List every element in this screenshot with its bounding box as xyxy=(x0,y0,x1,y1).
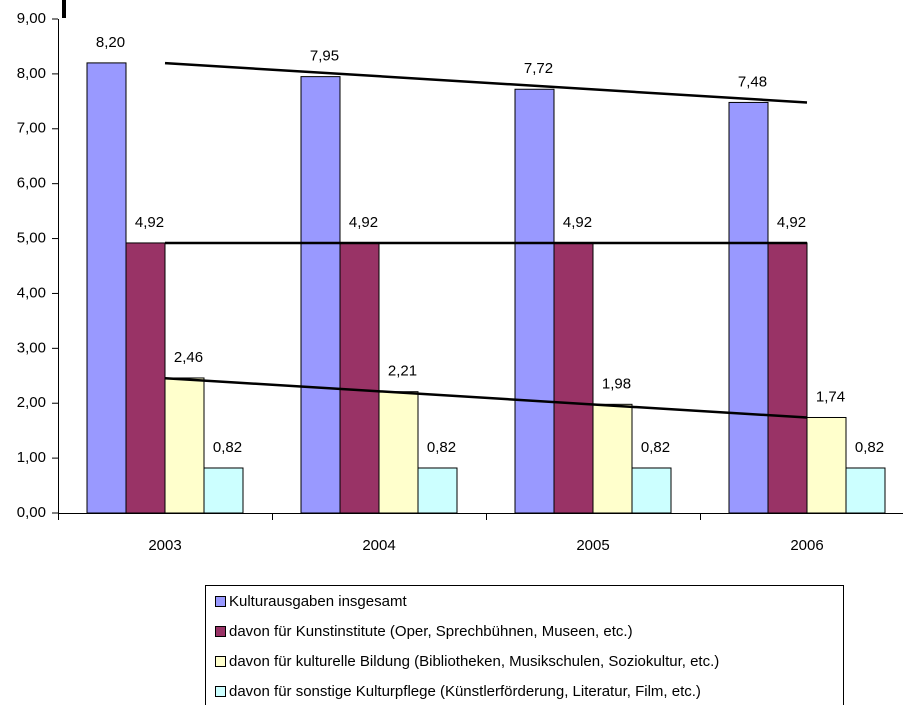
value-label: 0,82 xyxy=(855,439,884,456)
legend-label: davon für Kunstinstitute (Oper, Sprechbü… xyxy=(229,623,633,640)
y-tick-label: 3,00 xyxy=(17,339,46,356)
bar xyxy=(300,76,341,514)
bar xyxy=(767,242,808,514)
value-label: 2,21 xyxy=(388,363,417,380)
legend-swatch xyxy=(215,656,226,667)
bar xyxy=(86,62,127,514)
x-tick-label: 2004 xyxy=(362,537,395,554)
value-label: 0,82 xyxy=(427,439,456,456)
bar xyxy=(417,467,458,514)
y-tick-label: 0,00 xyxy=(17,504,46,521)
value-label: 4,92 xyxy=(135,214,164,231)
bar xyxy=(553,242,594,514)
value-label: 4,92 xyxy=(777,214,806,231)
value-label: 0,82 xyxy=(213,439,242,456)
legend-label: Kulturausgaben insgesamt xyxy=(229,593,407,610)
trendline xyxy=(164,376,808,419)
value-label: 1,98 xyxy=(602,375,631,392)
value-label: 7,48 xyxy=(738,73,767,90)
artifact xyxy=(62,0,66,18)
bar xyxy=(592,403,633,514)
bar xyxy=(631,467,672,514)
bar xyxy=(164,377,205,514)
y-tick-label: 9,00 xyxy=(17,10,46,27)
legend-label: davon für sonstige Kulturpflege (Künstle… xyxy=(229,683,701,700)
bar xyxy=(806,416,847,514)
y-tick-label: 4,00 xyxy=(17,284,46,301)
y-tick-label: 5,00 xyxy=(17,230,46,247)
value-label: 4,92 xyxy=(349,214,378,231)
y-tick-label: 7,00 xyxy=(17,120,46,137)
legend-swatch xyxy=(215,626,226,637)
bar xyxy=(378,391,419,514)
y-tick-label: 6,00 xyxy=(17,175,46,192)
value-label: 7,95 xyxy=(310,48,339,65)
trendline xyxy=(164,61,808,104)
value-label: 1,74 xyxy=(816,388,845,405)
x-tick-label: 2006 xyxy=(790,537,823,554)
value-label: 7,72 xyxy=(524,60,553,77)
y-tick-label: 2,00 xyxy=(17,394,46,411)
legend-swatch xyxy=(215,686,226,697)
x-tick-label: 2005 xyxy=(576,537,609,554)
legend-swatch xyxy=(215,596,226,607)
bar xyxy=(728,101,769,514)
bar xyxy=(845,467,886,514)
value-label: 0,82 xyxy=(641,439,670,456)
x-tick-label: 2003 xyxy=(148,537,181,554)
legend-label: davon für kulturelle Bildung (Bibliothek… xyxy=(229,653,719,670)
value-label: 4,92 xyxy=(563,214,592,231)
y-tick-label: 8,00 xyxy=(17,65,46,82)
value-label: 8,20 xyxy=(96,34,125,51)
bar xyxy=(203,467,244,514)
bar xyxy=(125,242,166,514)
y-tick-label: 1,00 xyxy=(17,449,46,466)
legend-box xyxy=(205,585,844,705)
bar xyxy=(514,88,555,514)
value-label: 2,46 xyxy=(174,349,203,366)
bar xyxy=(339,242,380,514)
